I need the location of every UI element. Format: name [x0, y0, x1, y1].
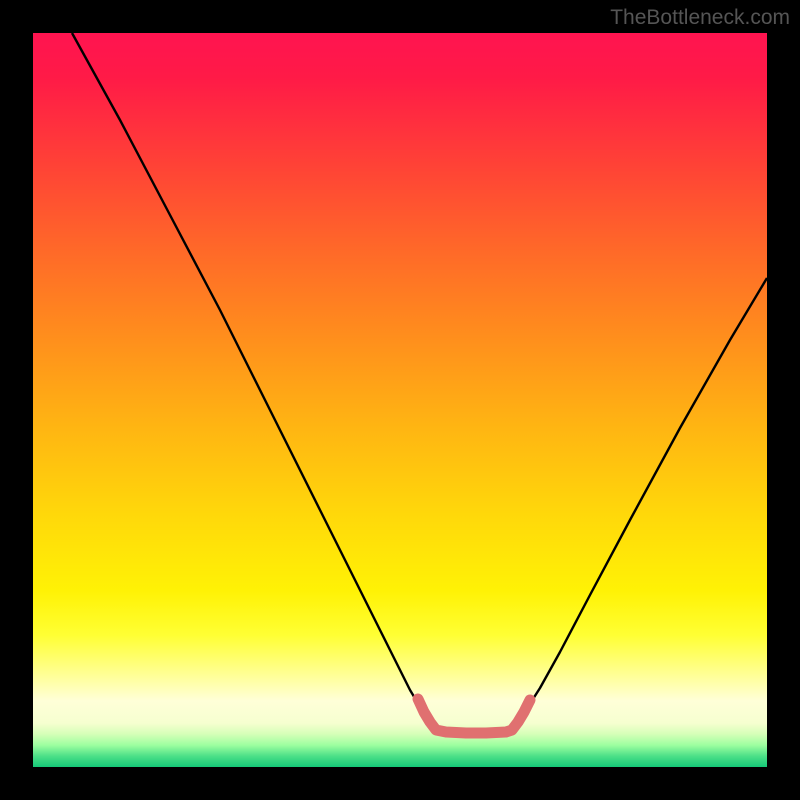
chart-container: TheBottleneck.com: [0, 0, 800, 800]
bottleneck-curve-chart: [0, 0, 800, 800]
watermark-text: TheBottleneck.com: [610, 6, 790, 30]
chart-background: [33, 33, 767, 767]
